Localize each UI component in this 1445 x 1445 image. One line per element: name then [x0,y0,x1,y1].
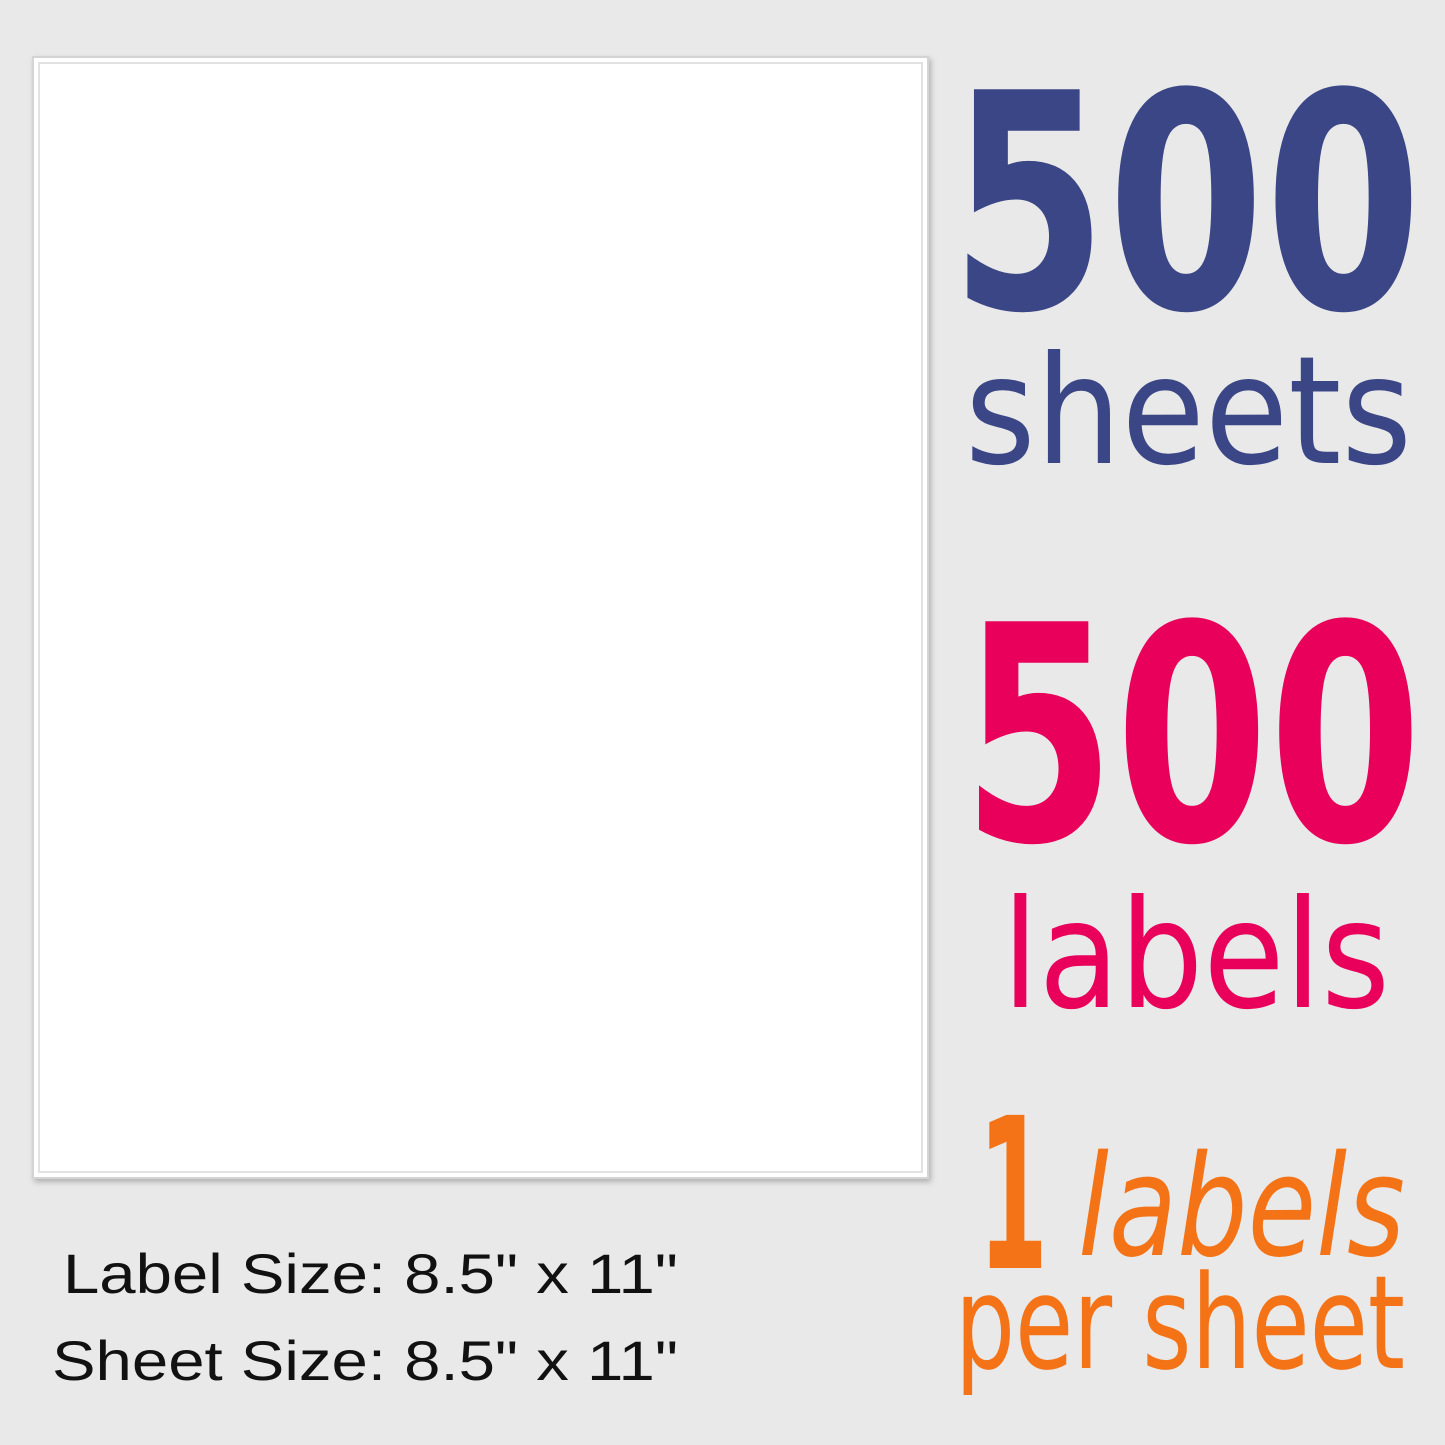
label-sheet [32,56,929,1179]
label-size: Label Size: 8.5" x 11" [63,1242,678,1305]
per-sheet-unit: labels [1078,1126,1405,1289]
label-outline [38,62,923,1173]
sheet-count-number: 500 [950,30,1422,379]
label-count-number: 500 [962,562,1422,911]
sheet-size: Sheet Size: 8.5" x 11" [52,1329,678,1392]
per-sheet-suffix: per sheet [955,1247,1405,1399]
per-sheet-number: 1 [978,1073,1048,1318]
sheet-count-unit: sheets [965,325,1412,499]
label-count-unit: labels [1002,869,1390,1043]
